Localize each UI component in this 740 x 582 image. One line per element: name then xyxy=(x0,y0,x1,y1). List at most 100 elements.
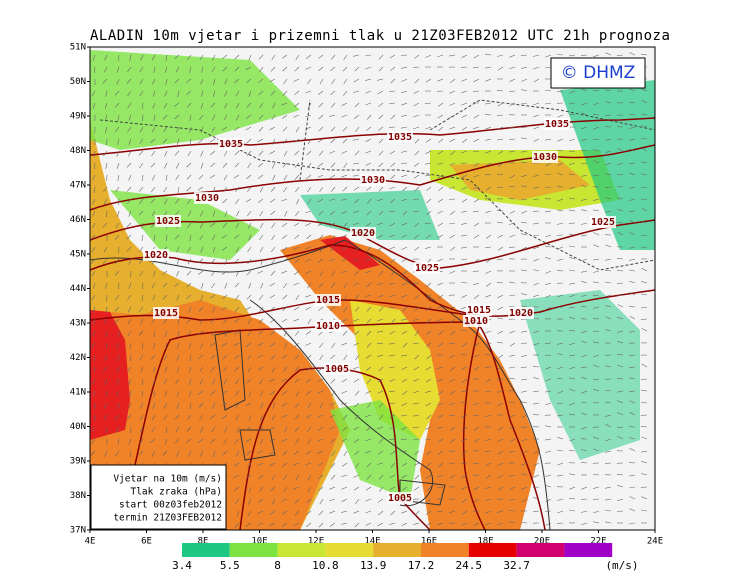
lat-label: 43N xyxy=(70,319,86,329)
wind-arrow xyxy=(413,318,420,321)
wind-arrow xyxy=(258,114,264,120)
wind-arrow xyxy=(569,54,576,57)
wind-arrow xyxy=(281,258,288,262)
wind-arrow xyxy=(448,342,456,344)
wind-arrow xyxy=(212,402,216,409)
wind-arrow xyxy=(449,174,456,178)
wind-arrow xyxy=(641,328,648,332)
wind-arrow xyxy=(366,246,372,252)
wind-arrow xyxy=(270,186,276,192)
wind-arrow xyxy=(247,366,252,373)
wind-arrow xyxy=(532,486,540,488)
wind-arrow xyxy=(246,270,252,276)
wind-arrow xyxy=(509,414,516,418)
wind-arrow xyxy=(413,114,420,118)
wind-arrow xyxy=(329,522,336,527)
wind-arrow xyxy=(139,138,144,145)
wind-arrow xyxy=(330,474,336,480)
wind-arrow xyxy=(509,401,516,404)
wind-arrow xyxy=(401,366,408,370)
wind-arrow xyxy=(629,400,636,404)
wind-arrow xyxy=(222,294,228,300)
wind-arrow xyxy=(152,294,156,301)
wind-arrow xyxy=(533,78,540,83)
wind-arrow xyxy=(127,198,132,204)
wind-arrow xyxy=(569,245,576,248)
wind-arrow xyxy=(284,210,288,217)
wind-arrow xyxy=(629,269,636,272)
wind-arrow xyxy=(617,232,624,236)
wind-arrow xyxy=(389,306,396,309)
wind-arrow xyxy=(258,78,264,84)
wind-arrow xyxy=(425,54,432,58)
wind-arrow xyxy=(318,234,324,240)
wind-arrow xyxy=(245,198,252,203)
lat-label: 40N xyxy=(70,422,86,432)
wind-arrow xyxy=(307,186,312,193)
wind-arrow xyxy=(426,330,432,335)
wind-arrow xyxy=(341,474,348,478)
wind-arrow xyxy=(533,174,540,177)
wind-arrow xyxy=(319,498,324,505)
wind-arrow xyxy=(293,222,300,227)
colorbar-label: 32.7 xyxy=(503,559,530,572)
wind-arrow xyxy=(581,162,588,165)
wind-arrow xyxy=(389,486,396,490)
wind-arrow xyxy=(235,414,240,421)
wind-arrow xyxy=(473,426,480,431)
wind-arrow xyxy=(307,486,312,493)
wind-arrow xyxy=(162,114,168,120)
wind-arrow xyxy=(544,342,552,344)
wind-arrow xyxy=(389,282,396,285)
wind-arrow xyxy=(294,426,300,432)
legend-line: Vjetar na 10m (m/s) xyxy=(113,474,222,485)
wind-arrow xyxy=(581,138,588,141)
wind-arrow xyxy=(141,390,144,397)
wind-arrow xyxy=(341,486,348,490)
wind-arrow xyxy=(641,268,648,272)
wind-arrow xyxy=(425,246,432,249)
wind-arrow xyxy=(212,210,216,217)
isobar-label: 1015 xyxy=(154,308,178,319)
wind-arrow xyxy=(508,186,516,188)
colorbar-swatch xyxy=(564,543,613,557)
wind-arrow xyxy=(365,270,372,274)
wind-arrow xyxy=(509,521,516,524)
wind-arrow xyxy=(329,306,336,311)
wind-arrow xyxy=(305,222,312,226)
wind-arrow xyxy=(449,354,456,358)
wind-arrow xyxy=(199,222,204,229)
wind-arrow xyxy=(117,402,120,409)
wind-arrow xyxy=(354,450,360,456)
wind-arrow xyxy=(377,390,384,394)
wind-arrow xyxy=(114,318,120,324)
wind-arrow xyxy=(378,510,384,516)
wind-arrow xyxy=(269,126,276,131)
wind-arrow xyxy=(259,414,264,421)
wind-arrow xyxy=(248,282,252,289)
wind-arrow xyxy=(437,162,444,165)
wind-arrow xyxy=(140,54,144,61)
wind-arrow xyxy=(104,66,108,73)
wind-arrow xyxy=(532,365,540,368)
wind-arrow xyxy=(414,306,420,312)
wind-arrow xyxy=(174,282,180,288)
wind-arrow xyxy=(569,162,576,165)
wind-arrow xyxy=(377,318,384,322)
wind-arrow xyxy=(128,150,132,157)
wind-arrow xyxy=(197,186,204,191)
wind-arrow xyxy=(450,318,456,323)
wind-arrow xyxy=(485,126,492,130)
colorbar-swatch xyxy=(325,543,374,557)
wind-arrow xyxy=(581,390,588,394)
wind-arrow xyxy=(236,102,240,109)
wind-arrow xyxy=(163,126,168,133)
wind-arrow xyxy=(414,474,420,480)
wind-arrow xyxy=(425,234,432,239)
wind-arrow xyxy=(271,474,276,481)
wind-arrow xyxy=(545,234,552,238)
wind-arrow xyxy=(295,474,300,481)
wind-arrow xyxy=(377,294,384,298)
wind-arrow xyxy=(497,234,504,238)
wind-arrow xyxy=(223,438,228,444)
